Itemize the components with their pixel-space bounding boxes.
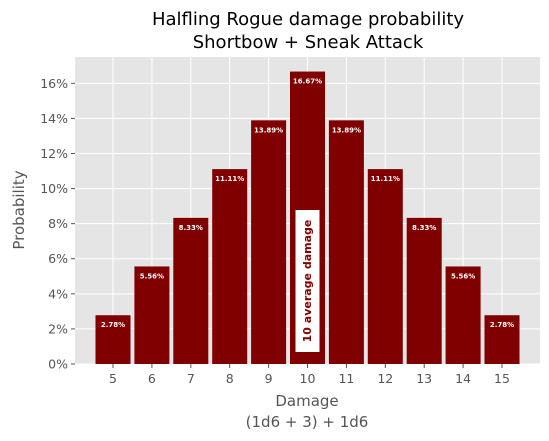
y-tick-label-8: 16%: [40, 76, 68, 91]
bar-11: [328, 120, 364, 364]
x-tick-label-11: 11: [338, 371, 354, 386]
x-tick-label-9: 9: [265, 371, 273, 386]
x-tick-label-6: 6: [148, 371, 156, 386]
x-tick-label-12: 12: [377, 371, 393, 386]
bar-labels-layer: 2.78% 5.56% 8.33% 11.11% 13.89% 16.67% 13.89% 1…: [101, 78, 514, 330]
bar-value-label-10: 16.67%: [293, 78, 322, 86]
x-tick-label-5: 5: [109, 371, 117, 386]
bar-13: [406, 217, 442, 364]
bar-7: [173, 217, 209, 364]
y-tick-label-1: 2%: [48, 321, 68, 336]
bar-5: [95, 315, 131, 364]
x-tick-label-7: 7: [187, 371, 195, 386]
bar-6: [134, 266, 170, 364]
y-axis-label: Probability: [10, 170, 28, 249]
x-ticks-layer: 5 6 7 8 9 10 11 12 13 14 15: [109, 364, 510, 386]
y-tick-label-6: 12%: [40, 146, 68, 161]
x-tick-label-8: 8: [226, 371, 234, 386]
chart-subtitle: Shortbow + Sneak Attack: [193, 32, 424, 53]
bar-value-label-6: 5.56%: [140, 272, 164, 280]
bar-9: [251, 120, 287, 364]
x-axis-label: Damage: [275, 392, 338, 410]
bar-15: [484, 315, 520, 364]
bar-value-label-12: 11.11%: [371, 175, 400, 183]
bar-12: [367, 169, 403, 364]
bar-value-label-15: 2.78%: [490, 321, 514, 329]
y-tick-label-0: 0%: [48, 357, 68, 372]
bar-14: [445, 266, 481, 364]
x-tick-label-10: 10: [300, 371, 316, 386]
y-tick-label-7: 14%: [40, 111, 68, 126]
bar-8: [212, 169, 248, 364]
y-tick-label-5: 10%: [40, 181, 68, 196]
x-axis-sublabel: (1d6 + 3) + 1d6: [246, 413, 369, 431]
x-tick-label-15: 15: [494, 371, 510, 386]
x-tick-label-13: 13: [416, 371, 432, 386]
y-tick-label-4: 8%: [48, 216, 68, 231]
bar-value-label-5: 2.78%: [101, 321, 125, 329]
y-ticks-layer: 0% 2% 4% 6% 8% 10% 12% 14% 16%: [40, 76, 75, 372]
bar-value-label-14: 5.56%: [451, 272, 475, 280]
bar-value-label-13: 8.33%: [412, 224, 436, 232]
bar-value-label-11: 13.89%: [332, 126, 361, 134]
y-tick-label-2: 4%: [48, 286, 68, 301]
annotation-box: [295, 210, 320, 352]
y-tick-label-3: 6%: [48, 251, 68, 266]
chart-title: Halfling Rogue damage probability: [152, 9, 464, 30]
annotation-label: 10 average damage: [301, 220, 314, 343]
bar-value-label-8: 11.11%: [215, 175, 244, 183]
x-tick-label-14: 14: [455, 371, 471, 386]
bar-value-label-7: 8.33%: [179, 224, 203, 232]
bar-value-label-9: 13.89%: [254, 126, 283, 134]
annotation-layer: 10 average damage: [295, 210, 320, 352]
